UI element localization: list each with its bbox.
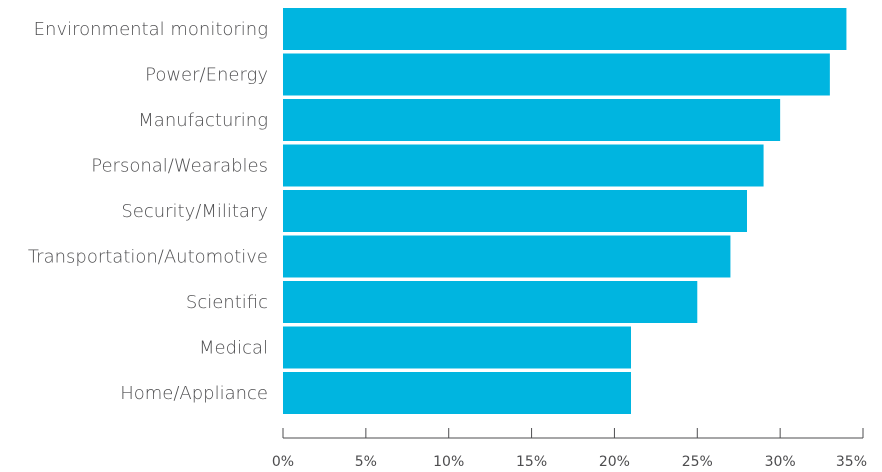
- x-axis: 0% 5% 10% 15% 20% 25% 30% 35%: [272, 428, 867, 470]
- bar-scientific: [283, 281, 698, 323]
- category-labels: Environmental monitoring Power/Energy Manu…: [28, 19, 268, 404]
- category-label: Home/Appliance: [120, 383, 268, 404]
- x-tick-label: 15%: [516, 454, 547, 470]
- x-tick-label: 20%: [599, 454, 630, 470]
- bar-environmental-monitoring: [283, 8, 847, 50]
- category-label: Power/Energy: [145, 65, 268, 86]
- x-tick-label: 5%: [355, 454, 377, 470]
- category-label: Medical: [199, 338, 268, 359]
- bar-personal-wearables: [283, 144, 764, 187]
- bar-transportation-automotive: [283, 235, 731, 278]
- x-tick-label: 35%: [836, 454, 867, 470]
- category-label: Personal/Wearables: [91, 156, 268, 177]
- category-label: Manufacturing: [138, 110, 268, 131]
- x-tick-label: 25%: [682, 454, 713, 470]
- bar-power-energy: [283, 53, 830, 96]
- x-tick-label: 0%: [272, 454, 294, 470]
- x-tick-label: 10%: [433, 454, 464, 470]
- category-label: Transportation/Automotive: [28, 247, 268, 268]
- category-label: Environmental monitoring: [34, 19, 268, 40]
- category-label: Security/Military: [121, 201, 268, 222]
- bar-medical: [283, 326, 631, 369]
- bars-group: [283, 8, 847, 414]
- x-tick-label: 30%: [765, 454, 796, 470]
- bar-home-appliance: [283, 372, 631, 414]
- bar-security-military: [283, 190, 747, 232]
- bar-manufacturing: [283, 99, 781, 141]
- category-label: Scientific: [186, 292, 268, 313]
